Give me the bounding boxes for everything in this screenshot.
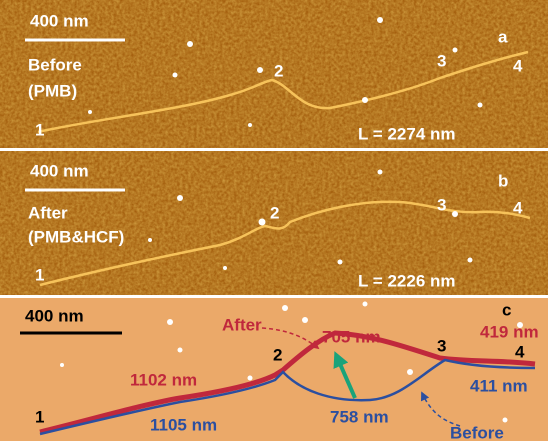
panel-b: 400 nm After (PMB&HCF) b L = 2226 nm 1 2… bbox=[0, 151, 548, 295]
panel-c: 400 nm c After Before 1102 nm 705 nm 419… bbox=[0, 298, 548, 441]
point-label: 1 bbox=[35, 265, 44, 284]
point-label: 4 bbox=[513, 198, 523, 217]
point-label: 2 bbox=[273, 345, 282, 364]
point-label: 4 bbox=[513, 56, 523, 75]
panel-a: 400 nm Before (PMB) a L = 2274 nm 1 2 3 … bbox=[0, 0, 548, 148]
point-label: 3 bbox=[437, 195, 446, 214]
segment-length: 705 nm bbox=[322, 327, 381, 346]
segment-length: 1102 nm bbox=[130, 370, 197, 389]
before-label: Before bbox=[450, 423, 504, 441]
panel-label: c bbox=[502, 300, 511, 319]
point-label: 1 bbox=[35, 120, 44, 139]
point-label: 3 bbox=[437, 336, 446, 355]
point-label: 2 bbox=[270, 203, 279, 222]
segment-length: 1105 nm bbox=[150, 415, 217, 434]
scale-bar-label: 400 nm bbox=[30, 11, 89, 30]
point-label: 2 bbox=[274, 61, 283, 80]
segment-length: 758 nm bbox=[330, 407, 389, 426]
condition: After bbox=[28, 203, 68, 222]
panel-label: a bbox=[498, 27, 508, 46]
point-label: 4 bbox=[515, 342, 525, 361]
scale-bar-label: 400 nm bbox=[30, 161, 89, 180]
segment-length: 419 nm bbox=[480, 322, 539, 341]
length: L = 2226 nm bbox=[358, 271, 456, 290]
length: L = 2274 nm bbox=[358, 124, 456, 143]
condition: (PMB) bbox=[28, 81, 77, 100]
point-label: 3 bbox=[437, 51, 446, 70]
condition: Before bbox=[28, 55, 82, 74]
after-label: After bbox=[222, 315, 262, 334]
panel-label: b bbox=[498, 171, 508, 190]
scale-bar-label: 400 nm bbox=[25, 306, 84, 325]
segment-length: 411 nm bbox=[470, 376, 528, 395]
point-label: 1 bbox=[35, 407, 44, 426]
condition: (PMB&HCF) bbox=[28, 227, 124, 246]
